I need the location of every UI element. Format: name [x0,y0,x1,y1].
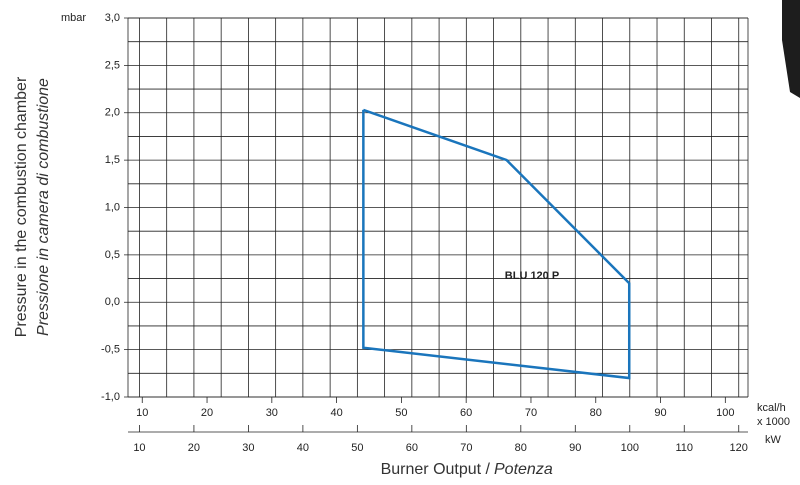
x-tick-label: 100 [621,442,639,454]
x-tick-label: 110 [675,442,693,454]
y-tick-label: -0,5 [101,344,120,356]
x-axis-subtitle: Potenza [494,461,553,478]
x-tick-label: 80 [515,442,527,454]
x-tick-label: 20 [188,442,200,454]
x-axis-title: Burner Output / [381,461,491,478]
y-tick-label: 0,5 [105,249,120,261]
y-tick-label: 1,0 [105,201,120,213]
x2-tick-label: 90 [654,407,666,419]
x-tick-label: 90 [569,442,581,454]
x2-tick-label: 20 [201,407,213,419]
photo-fragment [782,0,800,98]
y-tick-label: 0,0 [105,296,120,308]
x2-tick-label: 30 [266,407,278,419]
x2-unit: kcal/h [757,402,786,414]
x2-tick-label: 80 [590,407,602,419]
y-tick-label: 1,5 [105,154,120,166]
y-axis-title: Pressure in the combustion chamber [13,76,30,337]
y-tick-label: 2,0 [105,107,120,119]
x-unit: kW [765,434,782,446]
x-tick-label: 70 [460,442,472,454]
x-tick-label: 30 [242,442,254,454]
x2-tick-label: 70 [525,407,537,419]
x2-tick-label: 40 [330,407,342,419]
x2-tick-label: 50 [395,407,407,419]
x2-tick-label: 60 [460,407,472,419]
x2-tick-label: 10 [136,407,148,419]
y-tick-label: -1,0 [101,391,120,403]
series-label: BLU 120 P [505,270,559,282]
y-unit: mbar [61,12,86,24]
y-tick-label: 3,0 [105,12,120,24]
x-tick-label: 10 [133,442,145,454]
x-tick-label: 50 [351,442,363,454]
y-tick-label: 2,5 [105,59,120,71]
y-axis-subtitle: Pressione in camera di combustione [35,78,52,336]
working-field [362,108,631,380]
x2-unit-multiplier: x 1000 [757,416,790,428]
x-tick-label: 40 [297,442,309,454]
x-tick-label: 120 [730,442,748,454]
x2-tick-label: 100 [716,407,734,419]
x-tick-label: 60 [406,442,418,454]
